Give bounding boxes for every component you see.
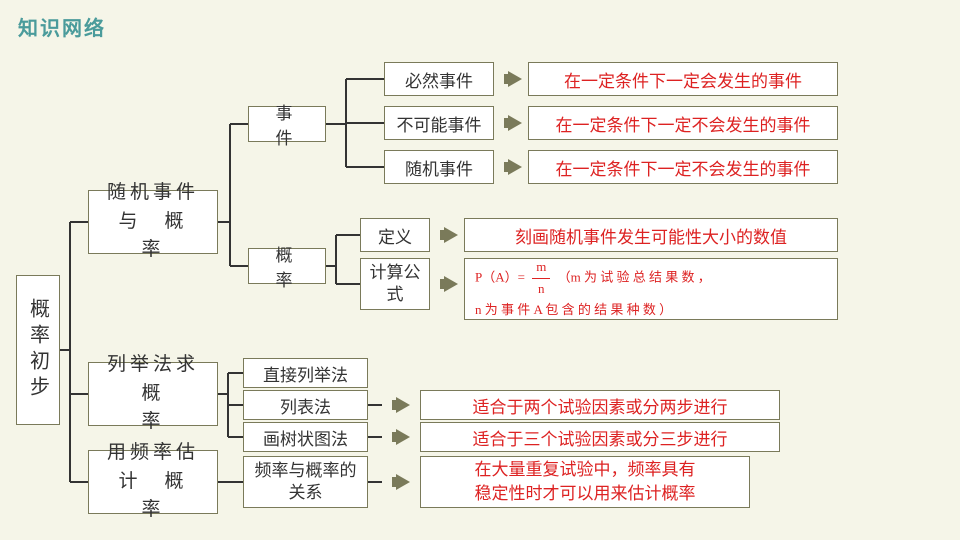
- arrow-icon: [444, 276, 458, 292]
- node-probability: 概 率: [248, 248, 326, 284]
- desc-freq-line1: 在大量重复试验中，频率具有: [475, 460, 696, 479]
- arrow-icon: [508, 115, 522, 131]
- arrow-icon: [444, 227, 458, 243]
- arrow-icon: [508, 71, 522, 87]
- node-formula: 计算公式: [360, 258, 430, 310]
- desc-random: 在一定条件下一定不会发生的事件: [528, 150, 838, 184]
- root-node: 概率初步: [16, 275, 60, 425]
- branch-random-events: 随机事件与 概 率: [88, 190, 218, 254]
- arrow-icon: [396, 429, 410, 445]
- arrow-icon: [396, 397, 410, 413]
- formula-post1: （m 为 试 验 总 结 果 数 ，: [558, 270, 711, 285]
- formula-pre: P（A）=: [475, 270, 528, 285]
- desc-impossible: 在一定条件下一定不会发生的事件: [528, 106, 838, 140]
- formula-numerator: m: [532, 257, 550, 279]
- branch-enumeration: 列举法求概 率: [88, 362, 218, 426]
- formula-denominator: n: [532, 279, 550, 300]
- node-events: 事 件: [248, 106, 326, 142]
- page-title: 知识网络: [18, 12, 106, 41]
- arrow-icon: [508, 159, 522, 175]
- node-direct: 直接列举法: [243, 358, 368, 388]
- branch-frequency: 用频率估计 概 率: [88, 450, 218, 514]
- desc-table: 适合于两个试验因素或分两步进行: [420, 390, 780, 420]
- formula-post2: n 为 事 件 A 包 含 的 结 果 种 数 ）: [475, 302, 672, 317]
- desc-freq-line2: 稳定性时才可以用来估计概率: [475, 484, 696, 503]
- arrow-icon: [396, 474, 410, 490]
- desc-definition: 刻画随机事件发生可能性大小的数值: [464, 218, 838, 252]
- desc-freq: 在大量重复试验中，频率具有稳定性时才可以用来估计概率: [420, 456, 750, 508]
- node-certain: 必然事件: [384, 62, 494, 96]
- node-random: 随机事件: [384, 150, 494, 184]
- node-table: 列表法: [243, 390, 368, 420]
- desc-certain: 在一定条件下一定会发生的事件: [528, 62, 838, 96]
- desc-tree: 适合于三个试验因素或分三步进行: [420, 422, 780, 452]
- node-freq-relation: 频率与概率的关系: [243, 456, 368, 508]
- node-tree: 画树状图法: [243, 422, 368, 452]
- node-definition: 定义: [360, 218, 430, 252]
- node-impossible: 不可能事件: [384, 106, 494, 140]
- desc-formula: P（A）= mn （m 为 试 验 总 结 果 数 ， n 为 事 件 A 包 …: [464, 258, 838, 320]
